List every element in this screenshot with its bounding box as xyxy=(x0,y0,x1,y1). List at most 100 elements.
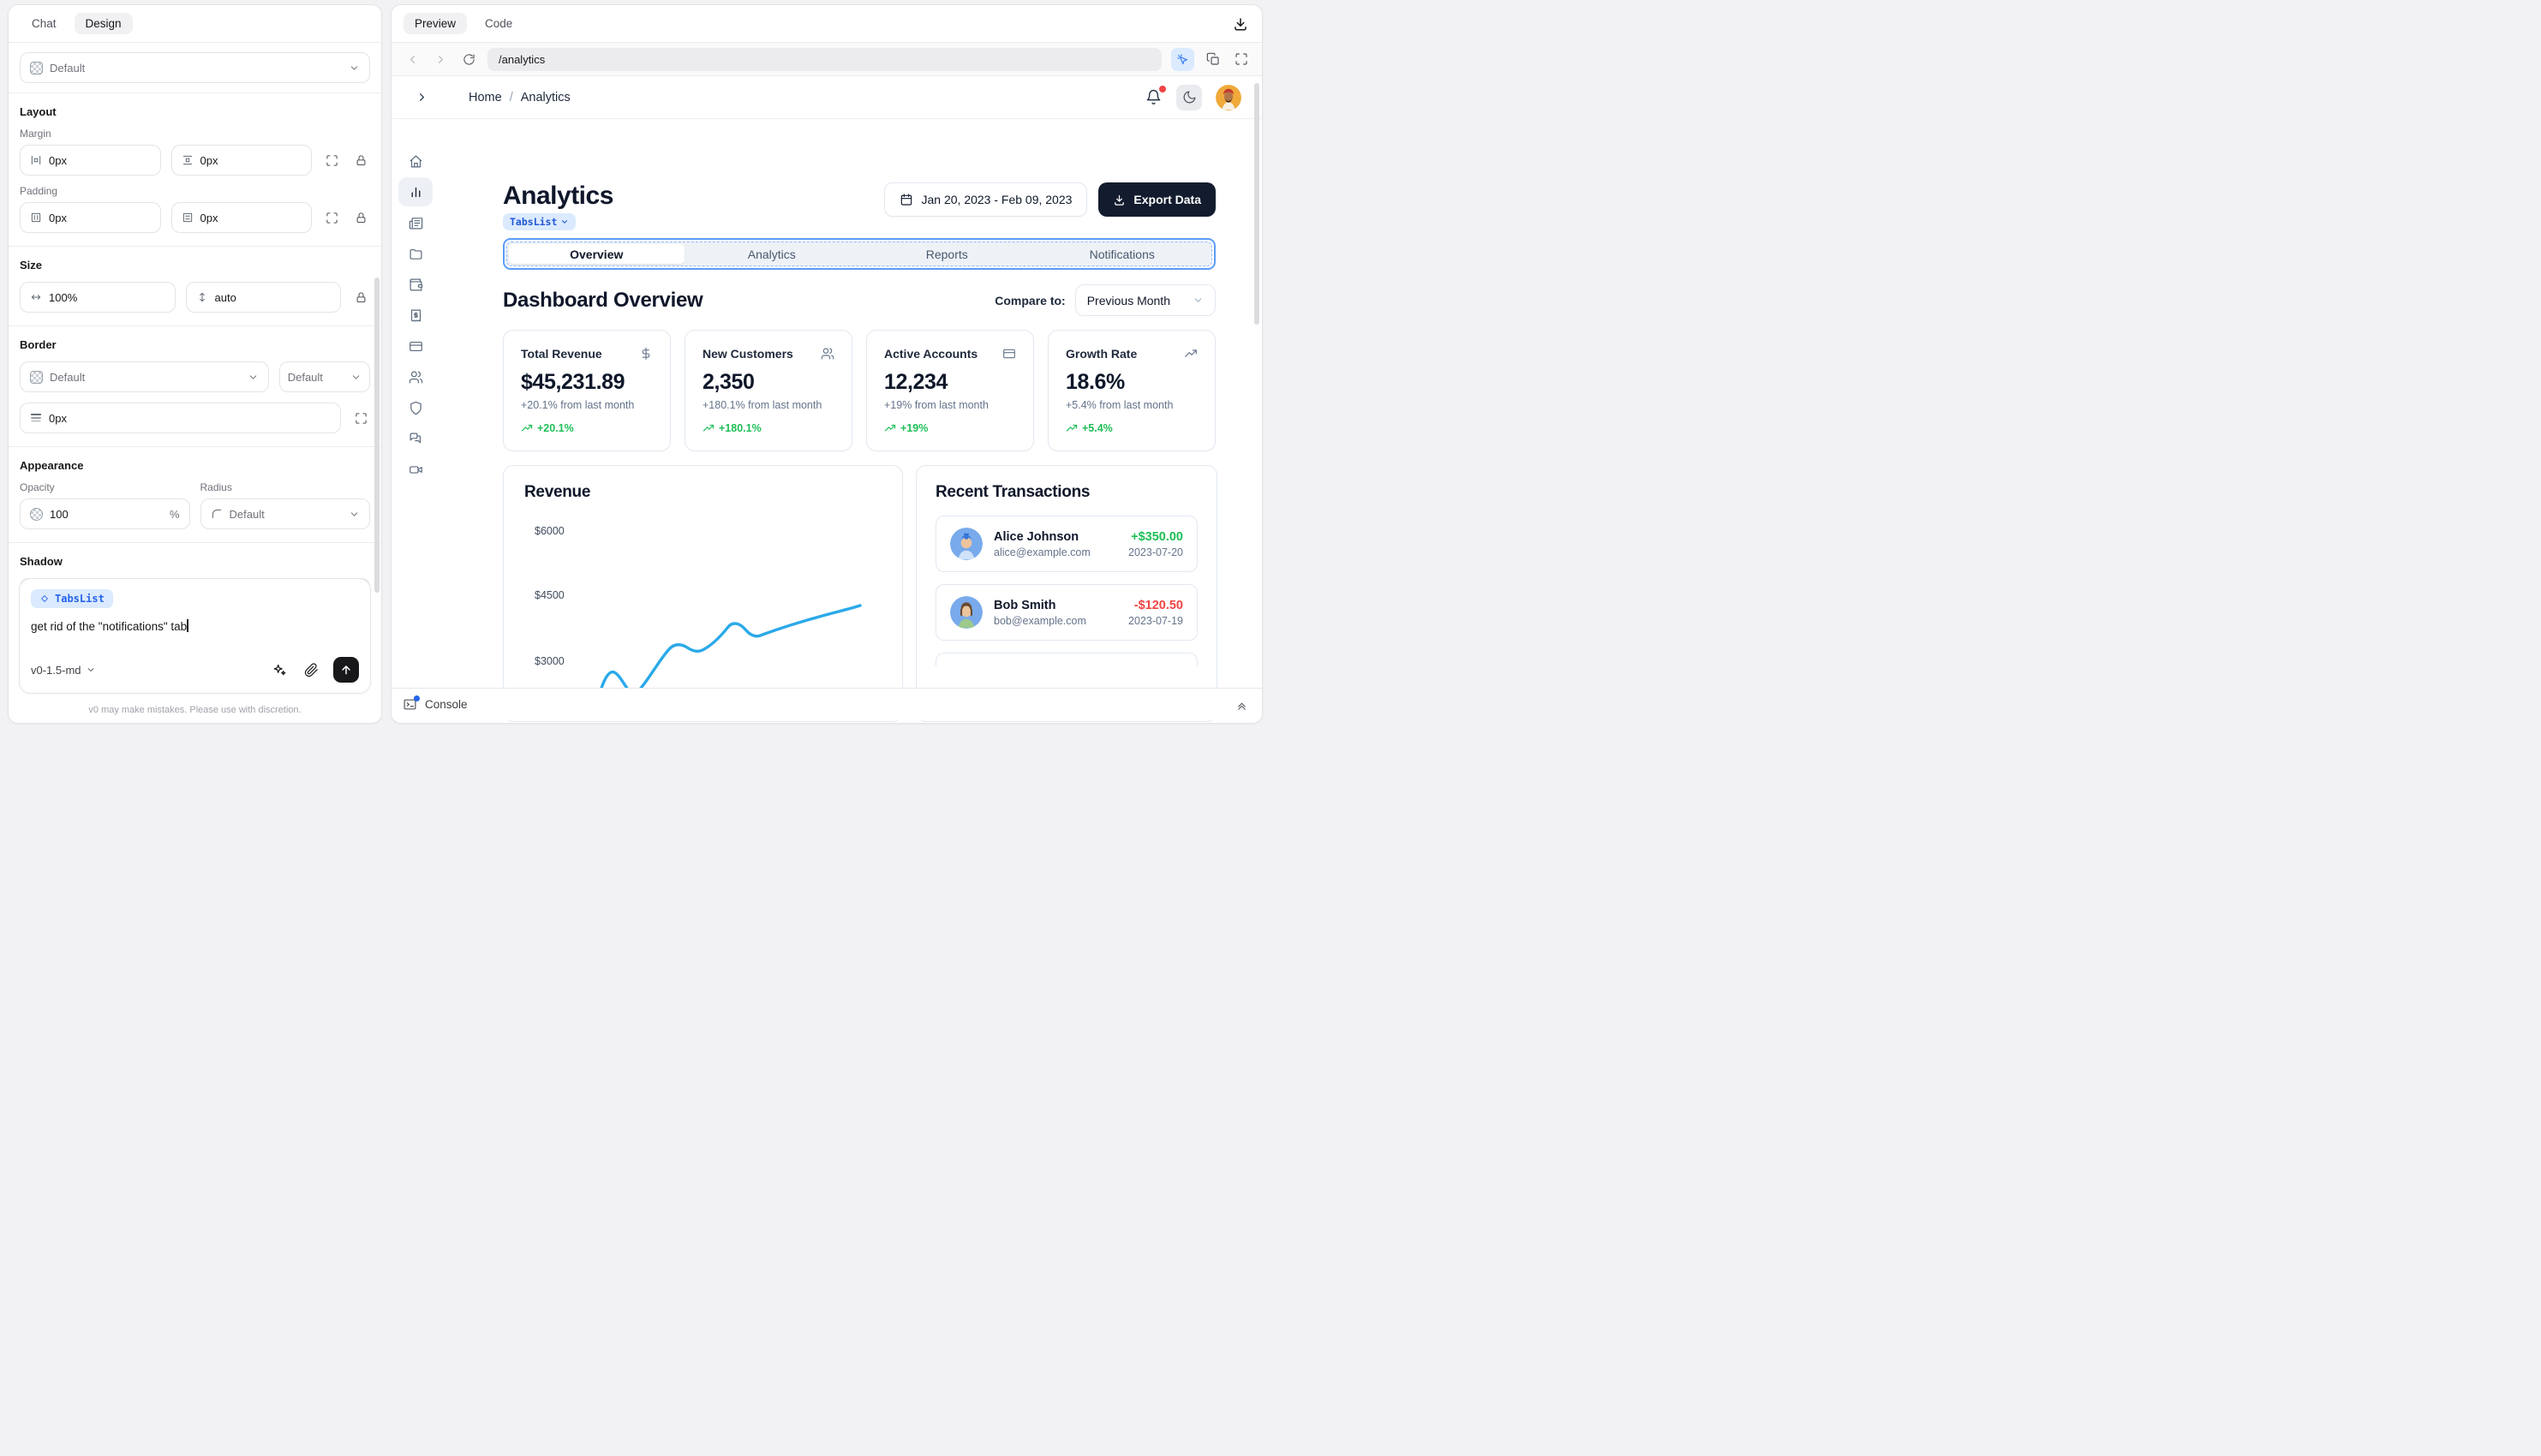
sidebar-item-video[interactable] xyxy=(398,455,433,484)
width-input[interactable]: 100% xyxy=(20,282,176,313)
tab-design[interactable]: Design xyxy=(74,13,133,34)
disclaimer-text: v0 may make mistakes. Please use with di… xyxy=(88,705,302,715)
arrow-up-icon xyxy=(342,665,350,675)
prompt-input[interactable]: get rid of the "notifications" tab xyxy=(31,619,188,633)
breadcrumb-home[interactable]: Home xyxy=(469,90,502,104)
tab-chat[interactable]: Chat xyxy=(32,17,57,30)
console-label: Console xyxy=(425,698,468,711)
sidebar-item-news[interactable] xyxy=(398,208,433,237)
back-button[interactable] xyxy=(403,50,422,69)
console-bar[interactable]: Console xyxy=(392,688,1262,720)
size-section-title: Size xyxy=(20,259,43,272)
url-input[interactable]: /analytics xyxy=(487,47,1162,71)
diamond-icon xyxy=(41,595,48,602)
sidebar-item-security[interactable] xyxy=(398,393,433,422)
folder-icon xyxy=(410,248,422,260)
margin-lock-button[interactable] xyxy=(351,151,370,170)
sparkles-icon xyxy=(273,664,285,675)
left-panel-scrollbar[interactable] xyxy=(374,277,380,593)
margin-expand-button[interactable] xyxy=(322,151,341,170)
bell-icon xyxy=(1146,89,1160,104)
size-lock-button[interactable] xyxy=(351,288,370,307)
compare-label: Compare to: xyxy=(995,293,1066,307)
stat-value: 2,350 xyxy=(703,370,755,394)
height-input[interactable]: auto xyxy=(185,282,341,313)
enhance-prompt-button[interactable] xyxy=(270,660,289,679)
moon-icon xyxy=(1183,91,1195,104)
forward-button[interactable] xyxy=(431,50,450,69)
chevron-right-icon xyxy=(419,93,424,101)
margin-label: Margin xyxy=(20,128,51,140)
border-expand-button[interactable] xyxy=(351,409,370,427)
tab-preview[interactable]: Preview xyxy=(404,13,468,34)
padding-y-input[interactable]: 0px xyxy=(170,202,312,233)
padding-x-input[interactable]: 0px xyxy=(20,202,161,233)
chevron-down-icon xyxy=(87,668,93,671)
messages-icon xyxy=(410,433,421,443)
user-avatar[interactable] xyxy=(1216,84,1241,110)
theme-toggle-button[interactable] xyxy=(1176,84,1202,110)
sidebar-item-users[interactable] xyxy=(398,362,433,391)
sidebar-item-files[interactable] xyxy=(398,239,433,268)
copy-button[interactable] xyxy=(1204,50,1223,69)
recent-transactions-card: Recent Transactions Alice Johnson alice@… xyxy=(916,465,1217,722)
dollar-sign-icon xyxy=(639,347,653,361)
sidebar-toggle-button[interactable] xyxy=(412,88,431,107)
padding-lock-button[interactable] xyxy=(351,208,370,227)
select-element-mode-button[interactable] xyxy=(1171,47,1194,71)
y-tick-6000: $6000 xyxy=(535,525,565,537)
sidebar-item-analytics[interactable] xyxy=(398,177,433,206)
send-button[interactable] xyxy=(333,657,359,683)
breadcrumb-separator: / xyxy=(509,90,513,104)
model-select[interactable]: v0-1.5-md xyxy=(31,664,96,677)
transaction-email: alice@example.com xyxy=(994,546,1091,558)
sidebar-item-cards[interactable] xyxy=(398,331,433,361)
radius-select[interactable]: Default xyxy=(200,498,370,529)
layout-section: Layout Margin 0px 0px Padding 0px xyxy=(9,93,381,247)
app-content: Analytics TabsList Jan 20, 2023 - Feb 09… xyxy=(439,119,1262,723)
compare-select[interactable]: Previous Month xyxy=(1074,284,1216,316)
tab-reports[interactable]: Reports xyxy=(925,247,968,261)
opacity-input[interactable]: 100 % xyxy=(20,498,190,529)
prompt-composer[interactable]: TabsList get rid of the "notifications" … xyxy=(19,578,371,694)
fullscreen-icon xyxy=(1235,53,1247,65)
stats-grid: Total Revenue $45,231.89 +20.1% from las… xyxy=(503,330,1216,451)
padding-expand-button[interactable] xyxy=(322,208,341,227)
transaction-row-alice: Alice Johnson alice@example.com +$350.00… xyxy=(936,516,1198,572)
section-title: Dashboard Overview xyxy=(503,288,703,312)
tab-notifications[interactable]: Notifications xyxy=(1089,247,1155,261)
border-style-select[interactable]: Default xyxy=(278,361,370,392)
margin-x-input[interactable]: 0px xyxy=(20,145,161,176)
transparency-swatch-icon xyxy=(30,61,43,75)
tab-code[interactable]: Code xyxy=(485,17,513,30)
style-preset-select[interactable]: Default xyxy=(20,52,370,83)
border-section-title: Border xyxy=(20,338,57,351)
notifications-button[interactable] xyxy=(1144,85,1166,107)
y-tick-4500: $4500 xyxy=(535,589,565,601)
fullscreen-button[interactable] xyxy=(1232,50,1251,69)
preview-scrollbar[interactable] xyxy=(1254,83,1259,325)
sidebar-item-home[interactable] xyxy=(398,146,433,176)
selected-element-chip[interactable]: TabsList xyxy=(31,589,113,608)
tab-analytics[interactable]: Analytics xyxy=(747,247,796,261)
console-expand-button[interactable] xyxy=(1232,695,1251,714)
tab-overview[interactable]: Overview xyxy=(509,244,685,264)
refresh-button[interactable] xyxy=(459,50,478,69)
border-color-select[interactable]: Default xyxy=(20,361,269,392)
date-range-picker[interactable]: Jan 20, 2023 - Feb 09, 2023 xyxy=(883,182,1088,217)
sidebar-item-invoices[interactable] xyxy=(398,301,433,330)
export-data-button[interactable]: Export Data xyxy=(1098,182,1216,217)
sidebar-item-wallet[interactable] xyxy=(398,270,433,299)
transparency-swatch-icon xyxy=(30,370,43,384)
margin-y-input[interactable]: 0px xyxy=(170,145,312,176)
attach-file-button[interactable] xyxy=(302,660,320,679)
revenue-chart-title: Revenue xyxy=(524,483,591,501)
sidebar-item-messages[interactable] xyxy=(398,424,433,453)
selected-component-badge[interactable]: TabsList xyxy=(503,213,577,230)
border-width-input[interactable]: 0px xyxy=(20,403,341,433)
breadcrumb-current[interactable]: Analytics xyxy=(520,90,571,104)
revenue-chart: $6000 $4500 $3000 xyxy=(524,509,882,706)
transaction-row-partial xyxy=(936,653,1198,666)
credit-card-icon xyxy=(1002,347,1016,361)
download-button[interactable] xyxy=(1231,15,1250,33)
